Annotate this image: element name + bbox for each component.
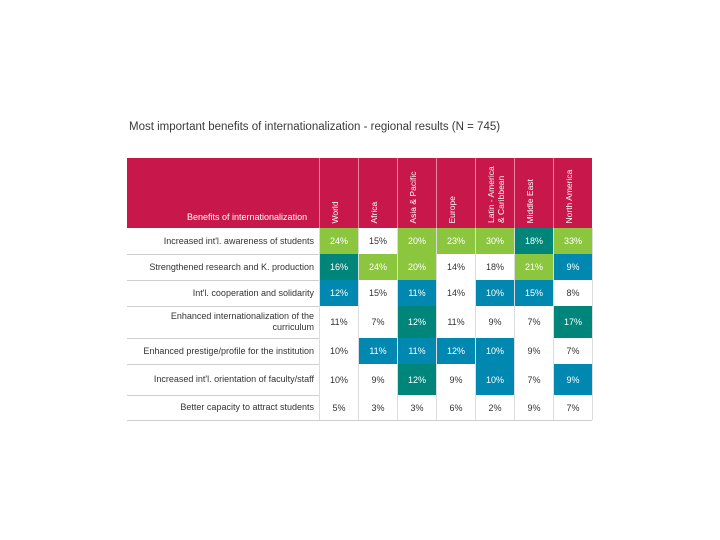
value-cell: 5% <box>320 395 358 420</box>
column-divider <box>436 228 437 420</box>
column-divider <box>319 228 320 420</box>
column-divider <box>514 228 515 420</box>
chart-title: Most important benefits of international… <box>129 121 501 133</box>
value-cell: 12% <box>398 364 436 395</box>
value-cell: 30% <box>476 228 514 254</box>
value-cell: 20% <box>398 228 436 254</box>
value-cell: 24% <box>320 228 358 254</box>
column-divider <box>475 228 476 420</box>
table-row: Enhanced prestige/profile for the instit… <box>127 338 592 365</box>
column-header-label: Middle East <box>525 178 535 223</box>
value-cell: 9% <box>437 364 475 395</box>
value-cell: 12% <box>398 306 436 338</box>
value-cell: 24% <box>359 254 397 280</box>
column-header: Middle East <box>520 159 548 223</box>
row-header-label: Benefits of internationalization <box>187 212 308 222</box>
column-header-label: Latin - America & Caribbean <box>486 166 506 223</box>
value-cell: 11% <box>398 338 436 364</box>
value-cell: 20% <box>398 254 436 280</box>
header-divider <box>319 158 320 228</box>
value-cell: 2% <box>476 395 514 420</box>
column-header: World <box>325 159 353 223</box>
value-cell: 21% <box>515 254 553 280</box>
table-header: Benefits of internationalization World Af… <box>127 158 592 228</box>
value-cell: 18% <box>515 228 553 254</box>
table-row: Enhanced internationalization of the cur… <box>127 306 592 339</box>
row-label: Strengthened research and K. production <box>149 261 314 272</box>
column-header-label: Asia & Pacific <box>408 171 418 223</box>
header-divider <box>397 158 398 228</box>
row-label: Enhanced internationalization of the cur… <box>170 311 314 332</box>
value-cell: 33% <box>554 228 592 254</box>
column-header: Latin - America & Caribbean <box>481 159 509 223</box>
value-cell: 14% <box>437 254 475 280</box>
table-row: Increased int'l. awareness of students 24… <box>127 228 592 255</box>
column-divider <box>397 228 398 420</box>
column-header-label: World <box>330 200 340 223</box>
value-cell: 10% <box>320 364 358 395</box>
value-cell: 10% <box>320 338 358 364</box>
value-cell: 23% <box>437 228 475 254</box>
value-cell: 3% <box>359 395 397 420</box>
value-cell: 11% <box>437 306 475 338</box>
column-divider <box>553 228 554 420</box>
value-cell: 8% <box>554 280 592 306</box>
header-divider <box>553 158 554 228</box>
column-divider <box>592 228 593 420</box>
value-cell: 17% <box>554 306 592 338</box>
header-divider <box>358 158 359 228</box>
row-label: Int'l. cooperation and solidarity <box>192 287 314 298</box>
column-header: North America <box>559 159 587 223</box>
table-row: Int'l. cooperation and solidarity 12% 15% 1… <box>127 280 592 307</box>
column-header-label: North America <box>564 169 574 223</box>
value-cell: 12% <box>437 338 475 364</box>
value-cell: 7% <box>359 306 397 338</box>
header-divider <box>514 158 515 228</box>
column-divider <box>358 228 359 420</box>
table-row: Increased int'l. orientation of faculty/… <box>127 364 592 396</box>
benefits-table: Benefits of internationalization World Af… <box>127 158 593 421</box>
value-cell: 15% <box>515 280 553 306</box>
column-header: Asia & Pacific <box>403 159 431 223</box>
value-cell: 11% <box>359 338 397 364</box>
value-cell: 6% <box>437 395 475 420</box>
value-cell: 11% <box>398 280 436 306</box>
table-row: Better capacity to attract students 5% 3% 3… <box>127 395 592 421</box>
table-row: Strengthened research and K. production 1… <box>127 254 592 281</box>
row-label: Increased int'l. orientation of faculty/… <box>153 374 314 384</box>
value-cell: 14% <box>437 280 475 306</box>
column-header-label: Europe <box>447 195 457 223</box>
column-header-label: Africa <box>369 201 379 223</box>
value-cell: 16% <box>320 254 358 280</box>
row-label: Increased int'l. awareness of students <box>163 235 314 246</box>
value-cell: 11% <box>320 306 358 338</box>
value-cell: 9% <box>554 254 592 280</box>
value-cell: 18% <box>476 254 514 280</box>
value-cell: 9% <box>515 338 553 364</box>
value-cell: 15% <box>359 280 397 306</box>
header-divider <box>436 158 437 228</box>
value-cell: 9% <box>554 364 592 395</box>
value-cell: 7% <box>515 306 553 338</box>
value-cell: 9% <box>476 306 514 338</box>
row-label: Enhanced prestige/profile for the instit… <box>143 345 314 356</box>
value-cell: 15% <box>359 228 397 254</box>
value-cell: 9% <box>359 364 397 395</box>
value-cell: 12% <box>320 280 358 306</box>
value-cell: 7% <box>515 364 553 395</box>
value-cell: 10% <box>476 364 514 395</box>
header-divider <box>475 158 476 228</box>
value-cell: 7% <box>554 395 592 420</box>
column-header: Africa <box>364 159 392 223</box>
value-cell: 7% <box>554 338 592 364</box>
value-cell: 9% <box>515 395 553 420</box>
column-header: Europe <box>442 159 470 223</box>
value-cell: 3% <box>398 395 436 420</box>
row-label: Better capacity to attract students <box>180 402 314 412</box>
value-cell: 10% <box>476 280 514 306</box>
value-cell: 10% <box>476 338 514 364</box>
